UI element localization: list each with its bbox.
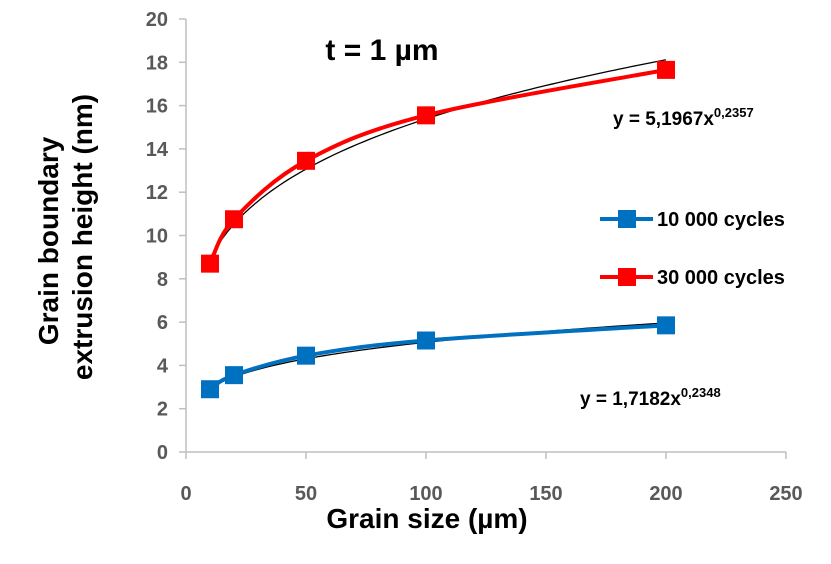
y-tick-label: 20 — [146, 9, 168, 31]
x-tick-label: 100 — [409, 483, 442, 505]
y-axis-title-line-2: extrusion height (nm) — [67, 94, 98, 380]
data-point-30000cycles — [417, 106, 435, 125]
y-tick-label: 12 — [146, 182, 168, 204]
x-axis-title: Grain size (µm) — [326, 503, 527, 534]
y-tick-label: 0 — [157, 442, 168, 464]
data-point-10000cycles — [201, 380, 219, 399]
x-tick-label: 200 — [649, 483, 682, 505]
series-lines — [208, 67, 667, 391]
data-point-30000cycles — [201, 254, 219, 273]
x-tick-label: 250 — [769, 483, 802, 505]
equation-10000: y = 1,7182x0,2348 — [580, 385, 721, 410]
trendline-30000cycles — [209, 59, 667, 259]
y-axis-title: Grain boundary extrusion height (nm) — [33, 94, 98, 380]
legend-label-30000: 30 000 cycles — [657, 267, 785, 289]
y-tick-label: 10 — [146, 226, 168, 248]
legend-marker-10000 — [618, 210, 636, 228]
legend-label-10000: 10 000 cycles — [657, 209, 785, 231]
y-tick-label: 14 — [146, 139, 169, 161]
y-tick-label: 6 — [157, 312, 168, 334]
data-point-30000cycles — [225, 210, 243, 229]
x-tick-label: 150 — [529, 483, 562, 505]
legend: 10 000 cycles 30 000 cycles — [600, 209, 785, 289]
series-line-10000cycles — [208, 323, 667, 391]
markers — [201, 60, 675, 399]
x-tick-label: 0 — [180, 483, 191, 505]
data-point-30000cycles — [657, 60, 675, 79]
y-tick-label: 18 — [146, 52, 168, 74]
legend-marker-30000 — [618, 268, 636, 286]
trendline-10000cycles — [209, 322, 667, 389]
y-tick-label: 2 — [157, 399, 168, 421]
data-point-10000cycles — [225, 366, 243, 385]
series-line-30000cycles — [208, 67, 667, 265]
data-point-10000cycles — [657, 316, 675, 335]
data-point-10000cycles — [297, 346, 315, 365]
y-tick-label: 16 — [146, 96, 168, 118]
data-point-30000cycles — [297, 151, 315, 170]
equation-30000: y = 5,1967x0,2357 — [613, 105, 754, 130]
data-point-10000cycles — [417, 331, 435, 350]
y-tick-label: 8 — [157, 269, 168, 291]
annotation-text: t = 1 µm — [325, 34, 438, 67]
y-tick-label: 4 — [157, 355, 169, 377]
x-tick-label: 50 — [295, 483, 317, 505]
y-axis-title-line-1: Grain boundary — [33, 136, 64, 345]
